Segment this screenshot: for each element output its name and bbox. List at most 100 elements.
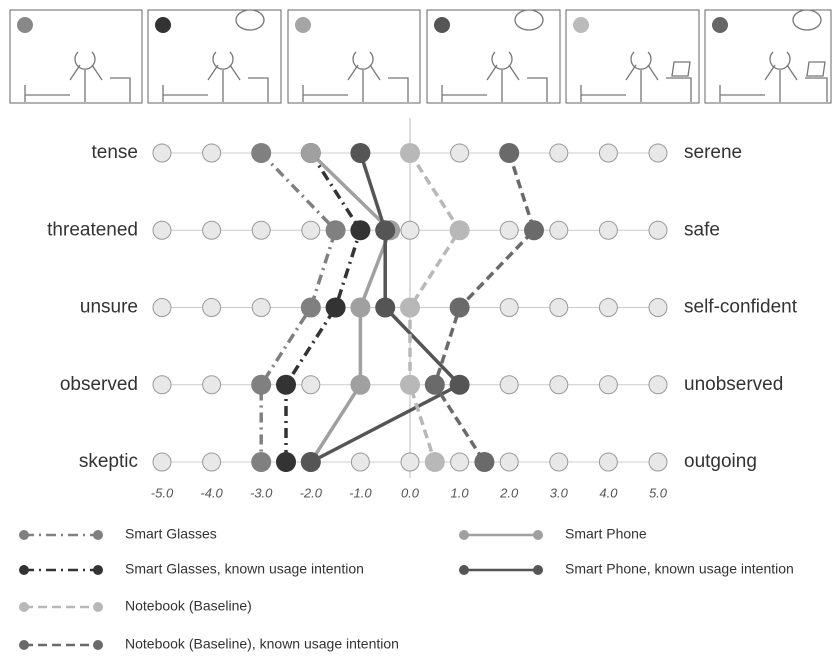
scale-dot: [450, 452, 470, 472]
scale-dot: [499, 298, 519, 317]
data-point: [300, 297, 321, 318]
legend-label: Smart Glasses: [125, 526, 217, 542]
data-point: [276, 374, 296, 395]
scale-dot: [152, 143, 172, 163]
scale-dot: [202, 143, 222, 163]
scale-dot: [450, 143, 470, 163]
scale-dot: [251, 298, 271, 317]
left-label: unsure: [80, 297, 138, 318]
scale-dot: [598, 298, 618, 317]
panel: [147, 9, 282, 104]
right-label: serene: [684, 142, 742, 163]
panel: [426, 9, 561, 104]
legend-dot: [459, 530, 469, 540]
x-tick-label: -5.0: [151, 485, 174, 500]
data-point: [350, 374, 371, 395]
data-point: [424, 374, 445, 395]
legend-label: Notebook (Baseline): [125, 598, 252, 614]
scale-dot: [152, 220, 172, 240]
legend-dot: [19, 565, 29, 575]
x-tick-label: -1.0: [349, 485, 372, 500]
scale-dot: [648, 452, 668, 472]
data-point: [424, 452, 445, 472]
legend-dot: [19, 640, 29, 650]
data-point: [449, 220, 470, 241]
scale-dot: [152, 452, 172, 472]
left-label: tense: [92, 142, 138, 163]
scale-dot: [549, 220, 569, 240]
x-tick-label: 1.0: [451, 485, 470, 500]
scale-dot: [549, 375, 569, 395]
scale-dot: [549, 298, 569, 317]
data-point: [400, 374, 420, 395]
scale-dot: [400, 452, 420, 472]
legend-dot: [19, 602, 29, 612]
data-point: [400, 297, 420, 318]
right-label: outgoing: [684, 451, 757, 472]
data-point: [375, 220, 396, 241]
data-point: [350, 297, 371, 318]
scale-dot: [152, 375, 172, 395]
data-point: [325, 297, 346, 318]
right-label: safe: [684, 219, 720, 240]
data-point: [251, 143, 272, 163]
panel: [287, 9, 421, 104]
scale-dot: [499, 452, 519, 472]
right-label: self-confident: [684, 297, 798, 318]
scale-dot: [301, 220, 321, 240]
scale-dot: [499, 375, 519, 395]
data-point: [449, 374, 470, 395]
panel: [565, 9, 700, 104]
legend-label: Smart Glasses, known usage intention: [125, 561, 364, 577]
scenario-panels: [9, 9, 832, 104]
x-tick-label: 0.0: [401, 485, 420, 500]
data-point: [325, 220, 346, 241]
x-tick-label: 5.0: [649, 485, 668, 500]
scale-dot: [598, 375, 618, 395]
legend-label: Notebook (Baseline), known usage intenti…: [125, 636, 399, 652]
legend-label: Smart Phone: [565, 526, 647, 542]
x-tick-label: 4.0: [599, 485, 618, 500]
legend-dot: [459, 565, 469, 575]
legend-dot: [93, 640, 103, 650]
data-point: [300, 143, 321, 163]
data-point: [474, 452, 495, 472]
scale-dot: [202, 220, 222, 240]
legend-dot: [93, 530, 103, 540]
scale-dot: [152, 298, 172, 317]
scale-dot: [549, 143, 569, 163]
legend-dot: [93, 565, 103, 575]
scale-dot: [598, 452, 618, 472]
data-point: [400, 143, 420, 163]
data-point: [350, 143, 371, 163]
panel: [704, 9, 832, 104]
legend-dot: [19, 530, 29, 540]
scale-dot: [202, 375, 222, 395]
data-point: [251, 452, 272, 472]
data-point: [524, 220, 544, 241]
scale-dot: [350, 452, 370, 472]
scale-dot: [598, 143, 618, 163]
legend-dot: [533, 565, 543, 575]
legend-dot: [93, 602, 103, 612]
scale-dot: [648, 143, 668, 163]
series-line: [284, 152, 363, 462]
left-label: threatened: [47, 219, 138, 240]
panel: [9, 9, 143, 104]
data-point: [375, 297, 396, 318]
data-point: [276, 452, 296, 472]
x-tick-label: -2.0: [300, 485, 323, 500]
data-point: [251, 374, 272, 395]
data-point: [499, 143, 520, 163]
scale-dot: [202, 298, 222, 317]
left-label: skeptic: [79, 451, 138, 472]
series-line: [259, 151, 338, 462]
scale-dot: [648, 220, 668, 240]
x-tick-label: -3.0: [250, 485, 273, 500]
scale-dot: [648, 375, 668, 395]
left-label: observed: [60, 374, 138, 395]
scale-dot: [499, 220, 519, 240]
scale-dot: [549, 452, 569, 472]
legend-label: Smart Phone, known usage intention: [565, 561, 794, 577]
